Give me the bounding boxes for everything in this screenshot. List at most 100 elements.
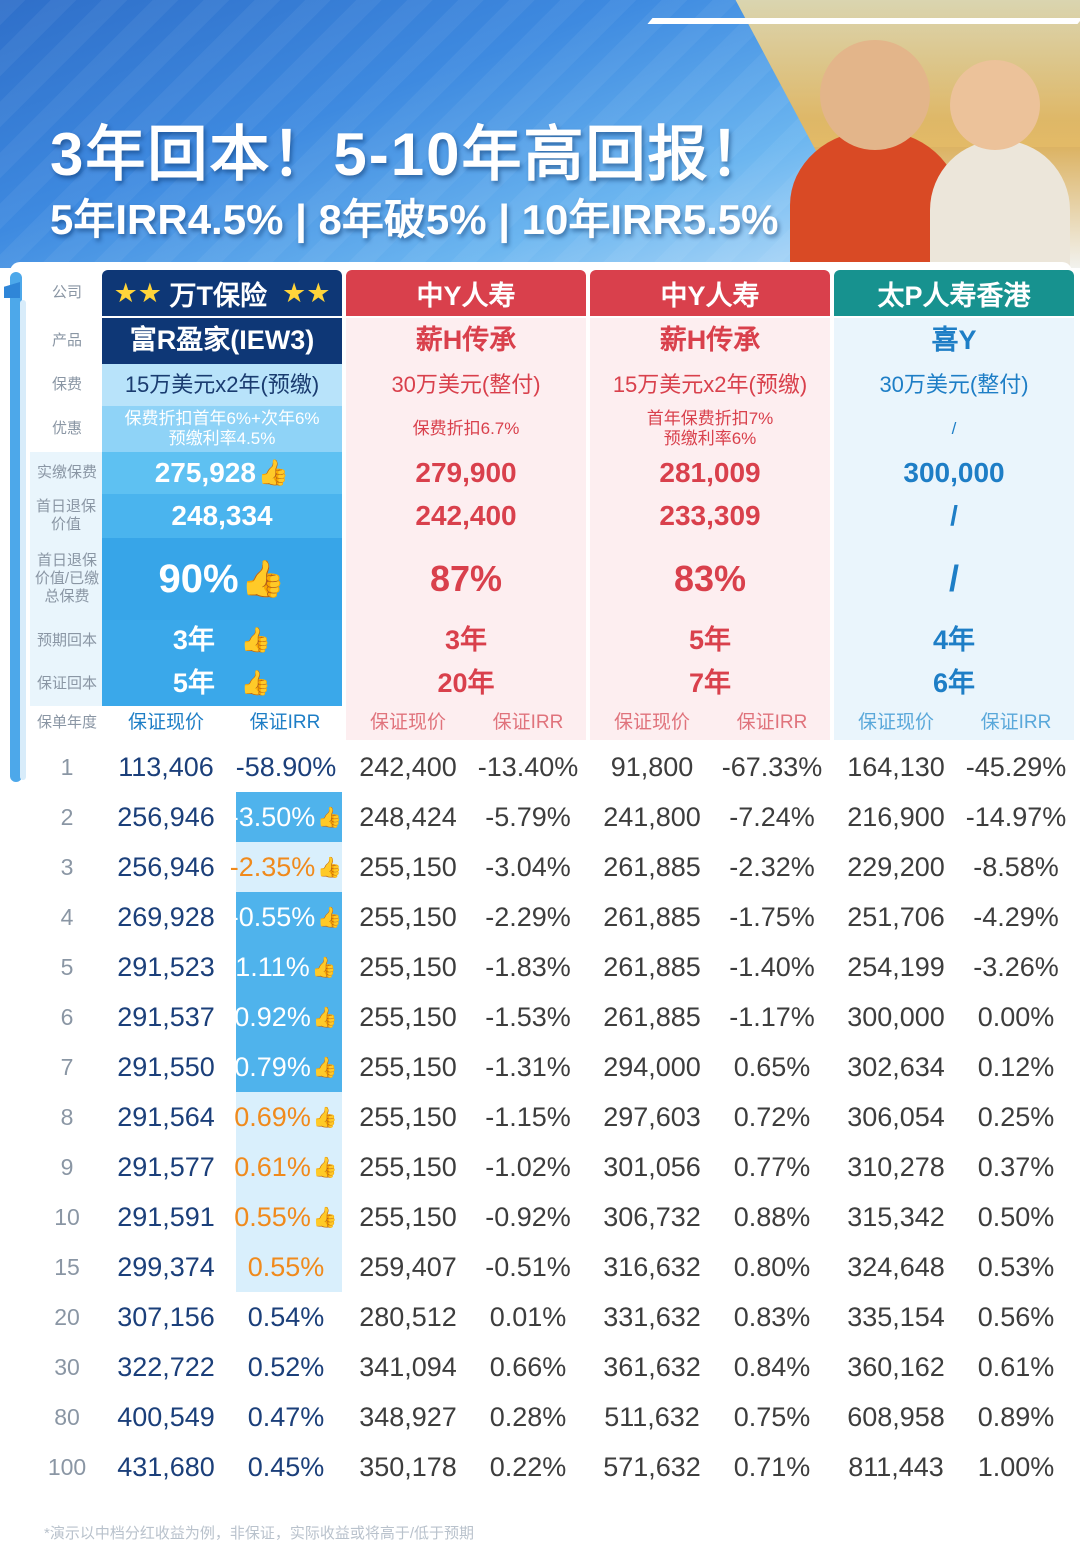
irr-cell: 0.61% 👍 bbox=[228, 1142, 344, 1192]
irr-value: -8.58% bbox=[973, 851, 1059, 882]
plan2-firstday: 242,400 bbox=[415, 499, 517, 531]
cash-value-cell: 113,406 bbox=[104, 742, 228, 792]
irr-value: -4.29% bbox=[973, 901, 1059, 932]
irr-value: 0.45% bbox=[247, 1451, 325, 1482]
cash-value-cell: 400,549 bbox=[104, 1392, 228, 1442]
side-rail bbox=[10, 272, 22, 782]
irr-value: -1.31% bbox=[485, 1051, 571, 1082]
cash-value: 350,178 bbox=[359, 1451, 457, 1482]
side-rail-inner bbox=[20, 300, 26, 780]
plan3-ratio: 83% bbox=[673, 558, 747, 600]
irr-value: 0.84% bbox=[733, 1351, 811, 1382]
label-guaranteed: 保证回本 bbox=[36, 675, 97, 692]
irr-cell: 0.25% bbox=[958, 1092, 1074, 1142]
cash-value-cell: 291,523 bbox=[104, 942, 228, 992]
policy-year: 80 bbox=[54, 1403, 80, 1430]
plan1-premium-bg bbox=[102, 364, 342, 406]
irr-cell: 0.77% bbox=[714, 1142, 830, 1192]
plan3-premium: 15万美元x2年(预缴) bbox=[612, 372, 808, 398]
cash-value: 361,632 bbox=[603, 1351, 701, 1382]
plan1-discount: 保费折扣首年6%+次年6% 预缴利率4.5% bbox=[124, 409, 320, 448]
cash-value: 255,150 bbox=[359, 901, 457, 932]
cash-value-cell: 307,156 bbox=[104, 1292, 228, 1342]
cash-value-cell: 306,054 bbox=[834, 1092, 958, 1142]
cash-value-cell: 261,885 bbox=[590, 942, 714, 992]
banner-subtitle: 5年IRR4.5% | 8年破5% | 10年IRR5.5% bbox=[50, 196, 779, 243]
irr-value: 0.88% bbox=[733, 1201, 811, 1232]
plan1-product: 富R盈家(IEW3) bbox=[102, 318, 342, 364]
irr-cell: 0.92% 👍 bbox=[228, 992, 344, 1042]
cash-value-cell: 255,150 bbox=[346, 892, 470, 942]
plan3-company-header: 中Y人寿 bbox=[590, 270, 830, 316]
cash-value: 315,342 bbox=[847, 1201, 945, 1232]
irr-value: -45.29% bbox=[965, 751, 1067, 782]
plan2-premium: 30万美元(整付) bbox=[391, 372, 541, 398]
irr-value: -14.97% bbox=[965, 801, 1067, 832]
irr-cell: 0.55% 👍 bbox=[228, 1192, 344, 1242]
cash-value-cell: 255,150 bbox=[346, 1092, 470, 1142]
cash-value-cell: 229,200 bbox=[834, 842, 958, 892]
cash-value-cell: 261,885 bbox=[590, 892, 714, 942]
policy-year-cell: 1 bbox=[30, 742, 104, 792]
policy-year: 2 bbox=[60, 803, 74, 830]
irr-value: -67.33% bbox=[721, 751, 823, 782]
irr-value: -1.53% bbox=[485, 1001, 571, 1032]
plan4-col-irr: 保证IRR bbox=[958, 706, 1074, 740]
cash-value: 331,632 bbox=[603, 1301, 701, 1332]
cash-value: 256,946 bbox=[117, 801, 215, 832]
cash-value: 261,885 bbox=[603, 1001, 701, 1032]
cash-value-cell: 306,732 bbox=[590, 1192, 714, 1242]
plan2-col-cv: 保证现价 bbox=[346, 706, 470, 740]
irr-cell: -13.40% bbox=[470, 742, 586, 792]
irr-value: -58.90% bbox=[235, 751, 337, 782]
plan4-col-cv: 保证现价 bbox=[834, 706, 958, 740]
plan3-bg bbox=[590, 318, 830, 706]
policy-year-cell: 15 bbox=[30, 1242, 104, 1292]
plan4-paid: 300,000 bbox=[903, 456, 1005, 488]
child-figure bbox=[930, 140, 1070, 268]
cash-value: 811,443 bbox=[848, 1451, 944, 1482]
policy-year: 30 bbox=[54, 1353, 80, 1380]
policy-year-cell: 5 bbox=[30, 942, 104, 992]
cash-value: 431,680 bbox=[117, 1451, 215, 1482]
irr-value: -3.50% bbox=[229, 801, 316, 832]
irr-value: 0.79% bbox=[234, 1051, 311, 1082]
policy-year-cell: 8 bbox=[30, 1092, 104, 1142]
irr-value: -5.79% bbox=[485, 801, 571, 832]
cash-value: 241,800 bbox=[603, 801, 701, 832]
irr-value: 0.00% bbox=[977, 1001, 1055, 1032]
irr-value: 0.71% bbox=[733, 1451, 811, 1482]
label-ratio: 首日退保价值/已缴总保费 bbox=[34, 552, 100, 605]
policy-year-cell: 2 bbox=[30, 792, 104, 842]
plan4-ratio: / bbox=[948, 558, 959, 600]
cash-value: 360,162 bbox=[847, 1351, 945, 1382]
cash-value-cell: 216,900 bbox=[834, 792, 958, 842]
cash-value-cell: 91,800 bbox=[590, 742, 714, 792]
irr-value: -0.51% bbox=[485, 1251, 571, 1282]
plan2-bg bbox=[346, 318, 586, 706]
irr-cell: 0.22% bbox=[470, 1442, 586, 1492]
cash-value-cell: 294,000 bbox=[590, 1042, 714, 1092]
irr-value: -7.24% bbox=[729, 801, 815, 832]
irr-value: -1.40% bbox=[729, 951, 815, 982]
cash-value: 335,154 bbox=[847, 1301, 945, 1332]
irr-cell: -8.58% bbox=[958, 842, 1074, 892]
cash-value: 248,424 bbox=[359, 801, 457, 832]
cash-value: 113,406 bbox=[118, 751, 214, 782]
cash-value: 242,400 bbox=[359, 751, 457, 782]
irr-cell: 0.45% bbox=[228, 1442, 344, 1492]
cash-value-cell: 256,946 bbox=[104, 842, 228, 892]
policy-year-cell: 20 bbox=[30, 1292, 104, 1342]
thumbs-up-icon: 👍 bbox=[312, 1006, 338, 1029]
irr-cell: 0.61% bbox=[958, 1342, 1074, 1392]
cash-value: 297,603 bbox=[603, 1101, 701, 1132]
irr-cell: 0.50% bbox=[958, 1192, 1074, 1242]
cash-value: 302,634 bbox=[847, 1051, 945, 1082]
cash-value: 316,632 bbox=[603, 1251, 701, 1282]
cash-value-cell: 256,946 bbox=[104, 792, 228, 842]
cash-value: 254,199 bbox=[847, 951, 945, 982]
thumbs-up-icon: 👍 bbox=[240, 558, 286, 600]
cash-value-cell: 431,680 bbox=[104, 1442, 228, 1492]
table-row: 7 291,550 0.79% 👍 255,150 -1.31% 294,000 0.65% 3… bbox=[0, 1042, 1080, 1092]
thumbs-up-icon: 👍 bbox=[312, 1056, 338, 1079]
